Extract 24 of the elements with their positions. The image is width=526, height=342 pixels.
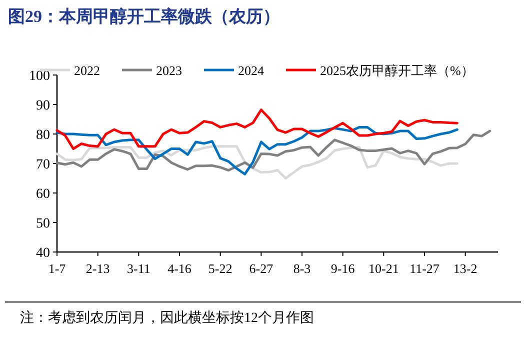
x-tick-label: 10-21 bbox=[368, 261, 399, 276]
x-tick-label: 5-22 bbox=[208, 261, 232, 276]
x-tick-label: 13-2 bbox=[453, 261, 478, 276]
y-tick-label: 90 bbox=[36, 98, 50, 114]
x-tick-label: 8-3 bbox=[293, 261, 311, 276]
x-tick-label: 11-27 bbox=[410, 261, 440, 276]
legend-label: 2022 bbox=[74, 63, 100, 78]
title: 图29：本周甲醇开工率微跌（农历） bbox=[8, 7, 280, 26]
y-tick-label: 40 bbox=[36, 246, 50, 261]
x-tick-label: 9-16 bbox=[330, 261, 356, 276]
y-tick-label: 50 bbox=[36, 216, 50, 232]
legend-label: 2023 bbox=[156, 63, 182, 78]
legend-label: 2024 bbox=[238, 63, 264, 78]
text: 注：考虑到农历闰月，因此横坐标按12个月作图 bbox=[20, 310, 314, 326]
x-tick-label: 6-27 bbox=[249, 261, 274, 276]
legend-label: 2025农历甲醇开工率（%） bbox=[320, 63, 474, 78]
x-tick-label: 4-16 bbox=[168, 261, 192, 276]
y-tick-label: 100 bbox=[29, 69, 50, 84]
x-tick-label: 3-11 bbox=[126, 261, 150, 276]
x-tick-label: 2-13 bbox=[86, 261, 110, 276]
y-tick-label: 80 bbox=[36, 128, 50, 143]
x-tick-label: 1-7 bbox=[48, 261, 66, 276]
y-tick-label: 60 bbox=[36, 187, 50, 202]
y-tick-label: 70 bbox=[36, 158, 50, 172]
